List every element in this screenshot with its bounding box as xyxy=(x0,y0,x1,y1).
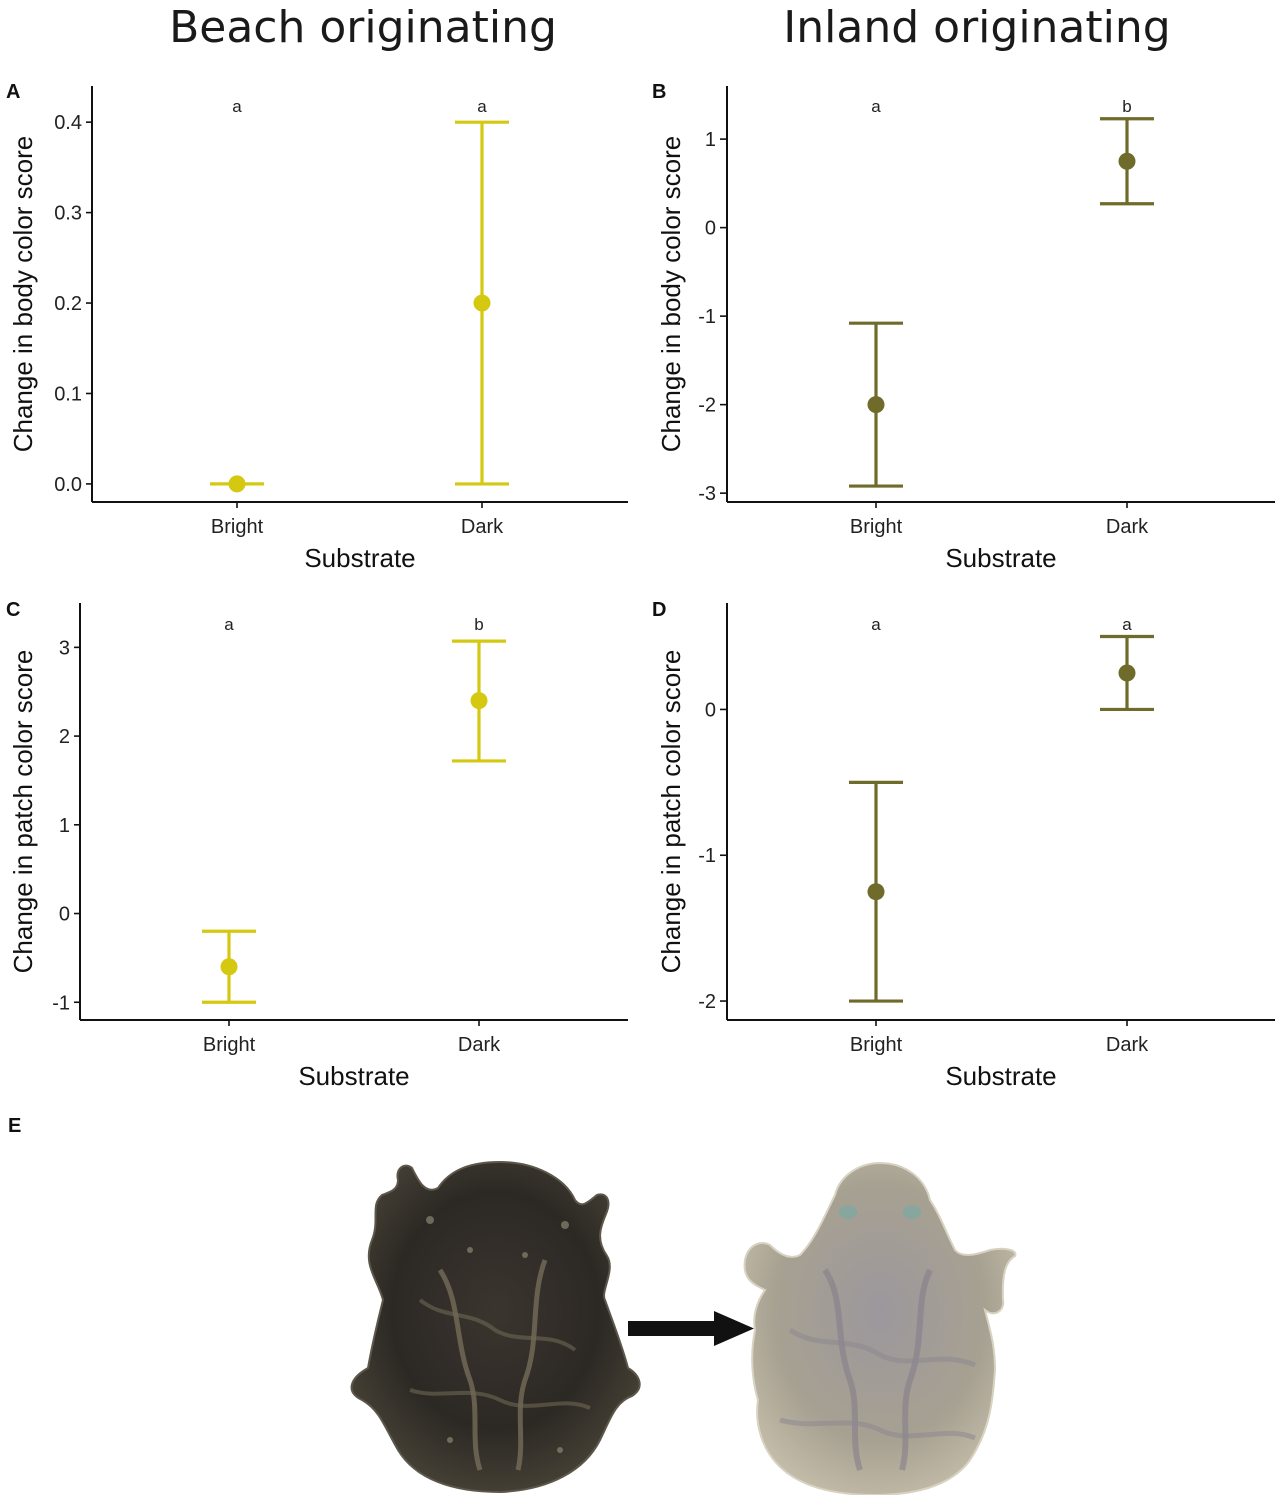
x-tick-label-bright: Bright xyxy=(211,516,264,538)
data-point-dark xyxy=(1118,664,1136,682)
data-point-bright xyxy=(867,396,885,414)
y-tick-label: -2 xyxy=(698,395,716,417)
y-axis-title: Change in patch color score xyxy=(656,650,686,974)
x-tick-label-dark: Dark xyxy=(458,1034,501,1056)
panel-letter-c: C xyxy=(6,599,20,621)
significance-letter: b xyxy=(474,615,483,634)
panel-e: E xyxy=(8,1115,1017,1495)
x-tick-label-dark: Dark xyxy=(1106,1034,1149,1056)
y-tick-label: -3 xyxy=(698,483,716,505)
y-tick-label: -1 xyxy=(698,845,716,867)
x-tick-label-bright: Bright xyxy=(850,1034,903,1056)
y-tick-label: 1 xyxy=(705,129,716,151)
significance-letter: a xyxy=(224,615,234,634)
chart-panel-b: B -3 -2 -1 0 1 Bright Dark Substrate Change in bo… xyxy=(652,81,1275,573)
significance-letter: a xyxy=(871,615,881,634)
x-axis-title: Substrate xyxy=(945,543,1056,573)
significance-letter: a xyxy=(232,97,242,116)
data-point-bright xyxy=(867,883,885,901)
panel-letter-a: A xyxy=(6,81,20,103)
dark-toad-photo xyxy=(350,1160,641,1494)
y-tick-label: 2 xyxy=(59,726,70,748)
y-tick-label: 0 xyxy=(59,904,70,926)
column-title-inland: Inland originating xyxy=(783,2,1171,53)
x-axis-title: Substrate xyxy=(304,543,415,573)
data-point-dark xyxy=(1118,152,1136,170)
y-tick-label: 0 xyxy=(705,218,716,240)
data-point-dark xyxy=(470,692,488,710)
y-tick-label: -2 xyxy=(698,991,716,1013)
data-point-bright xyxy=(228,475,246,493)
y-tick-label: 0.4 xyxy=(54,112,82,134)
y-axis-title: Change in body color score xyxy=(656,136,686,453)
column-title-beach: Beach originating xyxy=(169,2,557,53)
x-tick-label-dark: Dark xyxy=(1106,516,1149,538)
x-axis-title: Substrate xyxy=(945,1061,1056,1091)
y-tick-label: 1 xyxy=(59,815,70,837)
chart-panel-c: C -1 0 1 2 3 Bright Dark Substrate Change in patc… xyxy=(6,599,628,1091)
x-tick-label-bright: Bright xyxy=(850,516,903,538)
panel-letter-d: D xyxy=(652,599,666,621)
data-point-dark xyxy=(473,294,491,312)
y-tick-label: 3 xyxy=(59,637,70,659)
right-arrow-icon xyxy=(628,1311,754,1346)
y-tick-label: 0 xyxy=(705,699,716,721)
y-tick-label: -1 xyxy=(52,992,70,1014)
y-tick-label: 0.3 xyxy=(54,203,82,225)
charts-layer: A 0.0 0.1 0.2 0.3 0.4 Bright Dark Substrate Chang… xyxy=(6,81,1275,1091)
x-axis-title: Substrate xyxy=(298,1061,409,1091)
panel-letter-e: E xyxy=(8,1115,21,1137)
y-tick-label: 0.0 xyxy=(54,474,82,496)
y-axis-title: Change in patch color score xyxy=(8,650,38,974)
significance-letter: a xyxy=(477,97,487,116)
panel-letter-b: B xyxy=(652,81,666,103)
x-tick-label-bright: Bright xyxy=(203,1034,256,1056)
y-tick-label: 0.1 xyxy=(54,383,82,405)
significance-letter: a xyxy=(1122,615,1132,634)
significance-letter: a xyxy=(871,97,881,116)
y-axis-title: Change in body color score xyxy=(8,136,38,453)
y-tick-label: -1 xyxy=(698,306,716,328)
y-tick-label: 0.2 xyxy=(54,293,82,315)
chart-panel-d: D -2 -1 0 Bright Dark Substrate Change in patch… xyxy=(652,599,1275,1091)
data-point-bright xyxy=(220,958,238,976)
light-toad-photo xyxy=(743,1161,1017,1495)
chart-panel-a: A 0.0 0.1 0.2 0.3 0.4 Bright Dark Substrate Chang… xyxy=(6,81,628,573)
significance-letter: b xyxy=(1122,97,1131,116)
x-tick-label-dark: Dark xyxy=(461,516,504,538)
